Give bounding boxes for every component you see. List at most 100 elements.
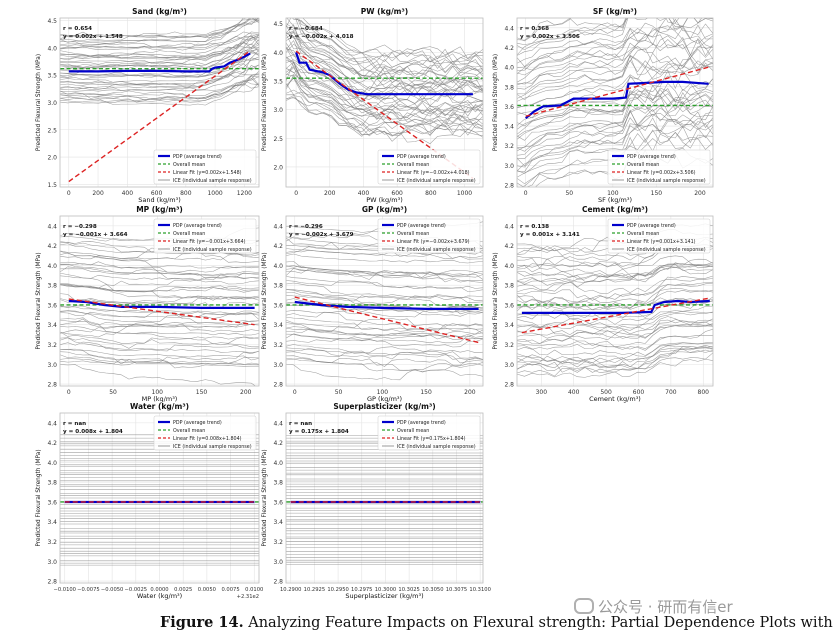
x-tick-label: 100 bbox=[607, 190, 619, 197]
ice-line bbox=[286, 268, 483, 278]
ice-line bbox=[517, 262, 713, 280]
ice-line bbox=[286, 350, 483, 364]
ice-line bbox=[286, 253, 483, 264]
ice-line bbox=[517, 95, 713, 141]
ice-line bbox=[286, 334, 483, 343]
y-axis-label: Predicted Flexural Strength (MPa) bbox=[493, 252, 499, 349]
y-tick-label: 4.4 bbox=[273, 223, 283, 230]
ice-lines bbox=[286, 435, 483, 565]
ice-line bbox=[517, 54, 713, 101]
y-tick-label: 4.4 bbox=[47, 223, 57, 230]
legend-label: PDP (average trend) bbox=[173, 420, 222, 426]
ice-line bbox=[517, 316, 713, 331]
ice-line bbox=[286, 289, 483, 300]
stats-text: y = 0.001x + 3.141 bbox=[520, 232, 580, 238]
x-tick-label: −0.0100 bbox=[53, 587, 76, 593]
chart-panel-5: 2.8 3.0 3.2 3.4 3.6 3.8 4.0 4.2 4.4 0 50 100 150 200 G… bbox=[262, 205, 484, 403]
stats-text: y = −0.002x + 3.679 bbox=[289, 232, 354, 238]
y-tick-label: 2.8 bbox=[273, 579, 283, 586]
y-tick-label: 3.2 bbox=[273, 539, 283, 546]
stats-text: r = 0.654 bbox=[63, 26, 92, 32]
y-tick-label: 3.0 bbox=[47, 362, 57, 369]
chart-title: GP (kg/m³) bbox=[362, 205, 407, 214]
legend-label: ICE (individual sample response) bbox=[397, 247, 476, 253]
y-axis-label: Predicted Flexural Strength (MPa) bbox=[493, 54, 499, 151]
ice-line bbox=[286, 67, 483, 120]
ice-line bbox=[302, 18, 483, 59]
figure-caption: Figure 14. Analyzing Feature Impacts on … bbox=[160, 614, 836, 631]
y-tick-label: 3.5 bbox=[47, 73, 57, 80]
ice-line bbox=[60, 272, 259, 281]
plot-frame bbox=[59, 215, 260, 387]
ice-line bbox=[517, 34, 713, 83]
ice-line bbox=[60, 261, 259, 276]
ice-line bbox=[517, 342, 713, 357]
legend-label: PDP (average trend) bbox=[627, 223, 676, 229]
ice-line bbox=[517, 328, 713, 351]
x-tick-label: 150 bbox=[420, 389, 432, 396]
ice-line bbox=[286, 363, 483, 381]
ice-line bbox=[517, 27, 713, 64]
chart-title: Superplasticizer (kg/m³) bbox=[333, 402, 435, 411]
legend-box bbox=[377, 149, 481, 185]
ice-line bbox=[60, 65, 259, 91]
legend-label: Overall mean bbox=[397, 428, 429, 434]
ice-line bbox=[297, 18, 483, 65]
ice-line bbox=[517, 352, 713, 377]
ice-line bbox=[517, 281, 713, 309]
x-tick-label: 10.2900 bbox=[280, 587, 301, 593]
legend-label: Overall mean bbox=[173, 162, 205, 168]
stats-text: y = 0.002x + 1.548 bbox=[63, 34, 123, 40]
y-tick-label: 3.8 bbox=[504, 283, 514, 290]
x-tick-label: 10.3025 bbox=[398, 587, 419, 593]
ice-line bbox=[286, 310, 483, 335]
legend: PDP (average trend) Overall mean Linear Fi… bbox=[377, 218, 481, 254]
ice-line bbox=[517, 267, 713, 283]
x-tick-label: 50 bbox=[109, 389, 117, 396]
legend-label: ICE (individual sample response) bbox=[627, 178, 706, 184]
ice-line bbox=[517, 126, 713, 174]
ice-line bbox=[60, 70, 259, 102]
y-tick-label: 3.5 bbox=[273, 79, 283, 86]
legend-label: Linear Fit (y=0.002x+3.506) bbox=[627, 170, 696, 176]
x-tick-label: 800 bbox=[425, 190, 437, 197]
ice-line bbox=[286, 94, 483, 142]
x-tick-label: 150 bbox=[196, 389, 208, 396]
legend-box bbox=[153, 415, 257, 451]
legend-label: Overall mean bbox=[627, 162, 659, 168]
chart-title: PW (kg/m³) bbox=[361, 7, 408, 16]
plot-frame bbox=[59, 17, 260, 188]
ice-line bbox=[60, 83, 259, 104]
x-tick-label: 200 bbox=[240, 389, 252, 396]
series-group bbox=[517, 66, 713, 120]
chart-panel-2: 2.0 2.5 3.0 3.5 4.0 4.5 0 200 400 600 800 1000 PW (k… bbox=[262, 7, 484, 204]
y-tick-label: 3.6 bbox=[504, 302, 514, 309]
legend-label: ICE (individual sample response) bbox=[173, 444, 252, 450]
x-tick-label: 700 bbox=[665, 389, 677, 396]
ice-line bbox=[286, 316, 483, 333]
ice-line bbox=[60, 33, 259, 51]
legend-box bbox=[607, 149, 711, 185]
x-axis-label: Sand (kg/m³) bbox=[138, 196, 181, 204]
ice-line bbox=[517, 98, 713, 152]
y-tick-label: 3.0 bbox=[273, 559, 283, 566]
ice-line bbox=[286, 46, 483, 99]
chart-panel-3: 2.8 3.0 3.2 3.4 3.6 3.8 4.0 4.2 4.4 0 50 100 150 200 S… bbox=[493, 7, 714, 204]
ice-line bbox=[286, 347, 483, 356]
ice-line bbox=[60, 337, 259, 353]
x-tick-label: 0 bbox=[294, 190, 298, 197]
legend-label: Linear Fit (y=−0.002x+4.018) bbox=[397, 170, 470, 176]
y-tick-label: 3.0 bbox=[273, 107, 283, 114]
y-tick-label: 4.4 bbox=[504, 25, 514, 32]
chart-title: Sand (kg/m³) bbox=[132, 7, 187, 16]
ice-line bbox=[286, 276, 483, 292]
stats-text: y = 0.008x + 1.804 bbox=[63, 429, 123, 435]
ice-line bbox=[286, 83, 483, 136]
ice-line bbox=[60, 34, 259, 64]
y-tick-label: 4.2 bbox=[504, 243, 514, 250]
ice-line bbox=[60, 331, 259, 345]
y-axis-label: Predicted Flexural Strength (MPa) bbox=[262, 54, 268, 151]
x-tick-label: 300 bbox=[536, 389, 548, 396]
legend-box bbox=[607, 218, 711, 254]
legend-label: Linear Fit (y=−0.002x+3.679) bbox=[397, 239, 470, 245]
